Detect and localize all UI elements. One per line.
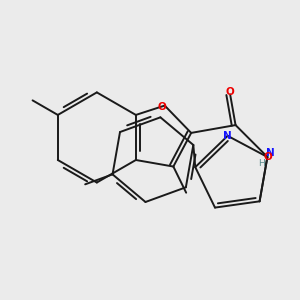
Text: N: N <box>266 148 274 158</box>
Text: O: O <box>226 87 235 97</box>
Text: O: O <box>158 102 166 112</box>
Text: H: H <box>259 159 265 168</box>
Text: O: O <box>263 152 272 162</box>
Text: N: N <box>223 131 232 141</box>
